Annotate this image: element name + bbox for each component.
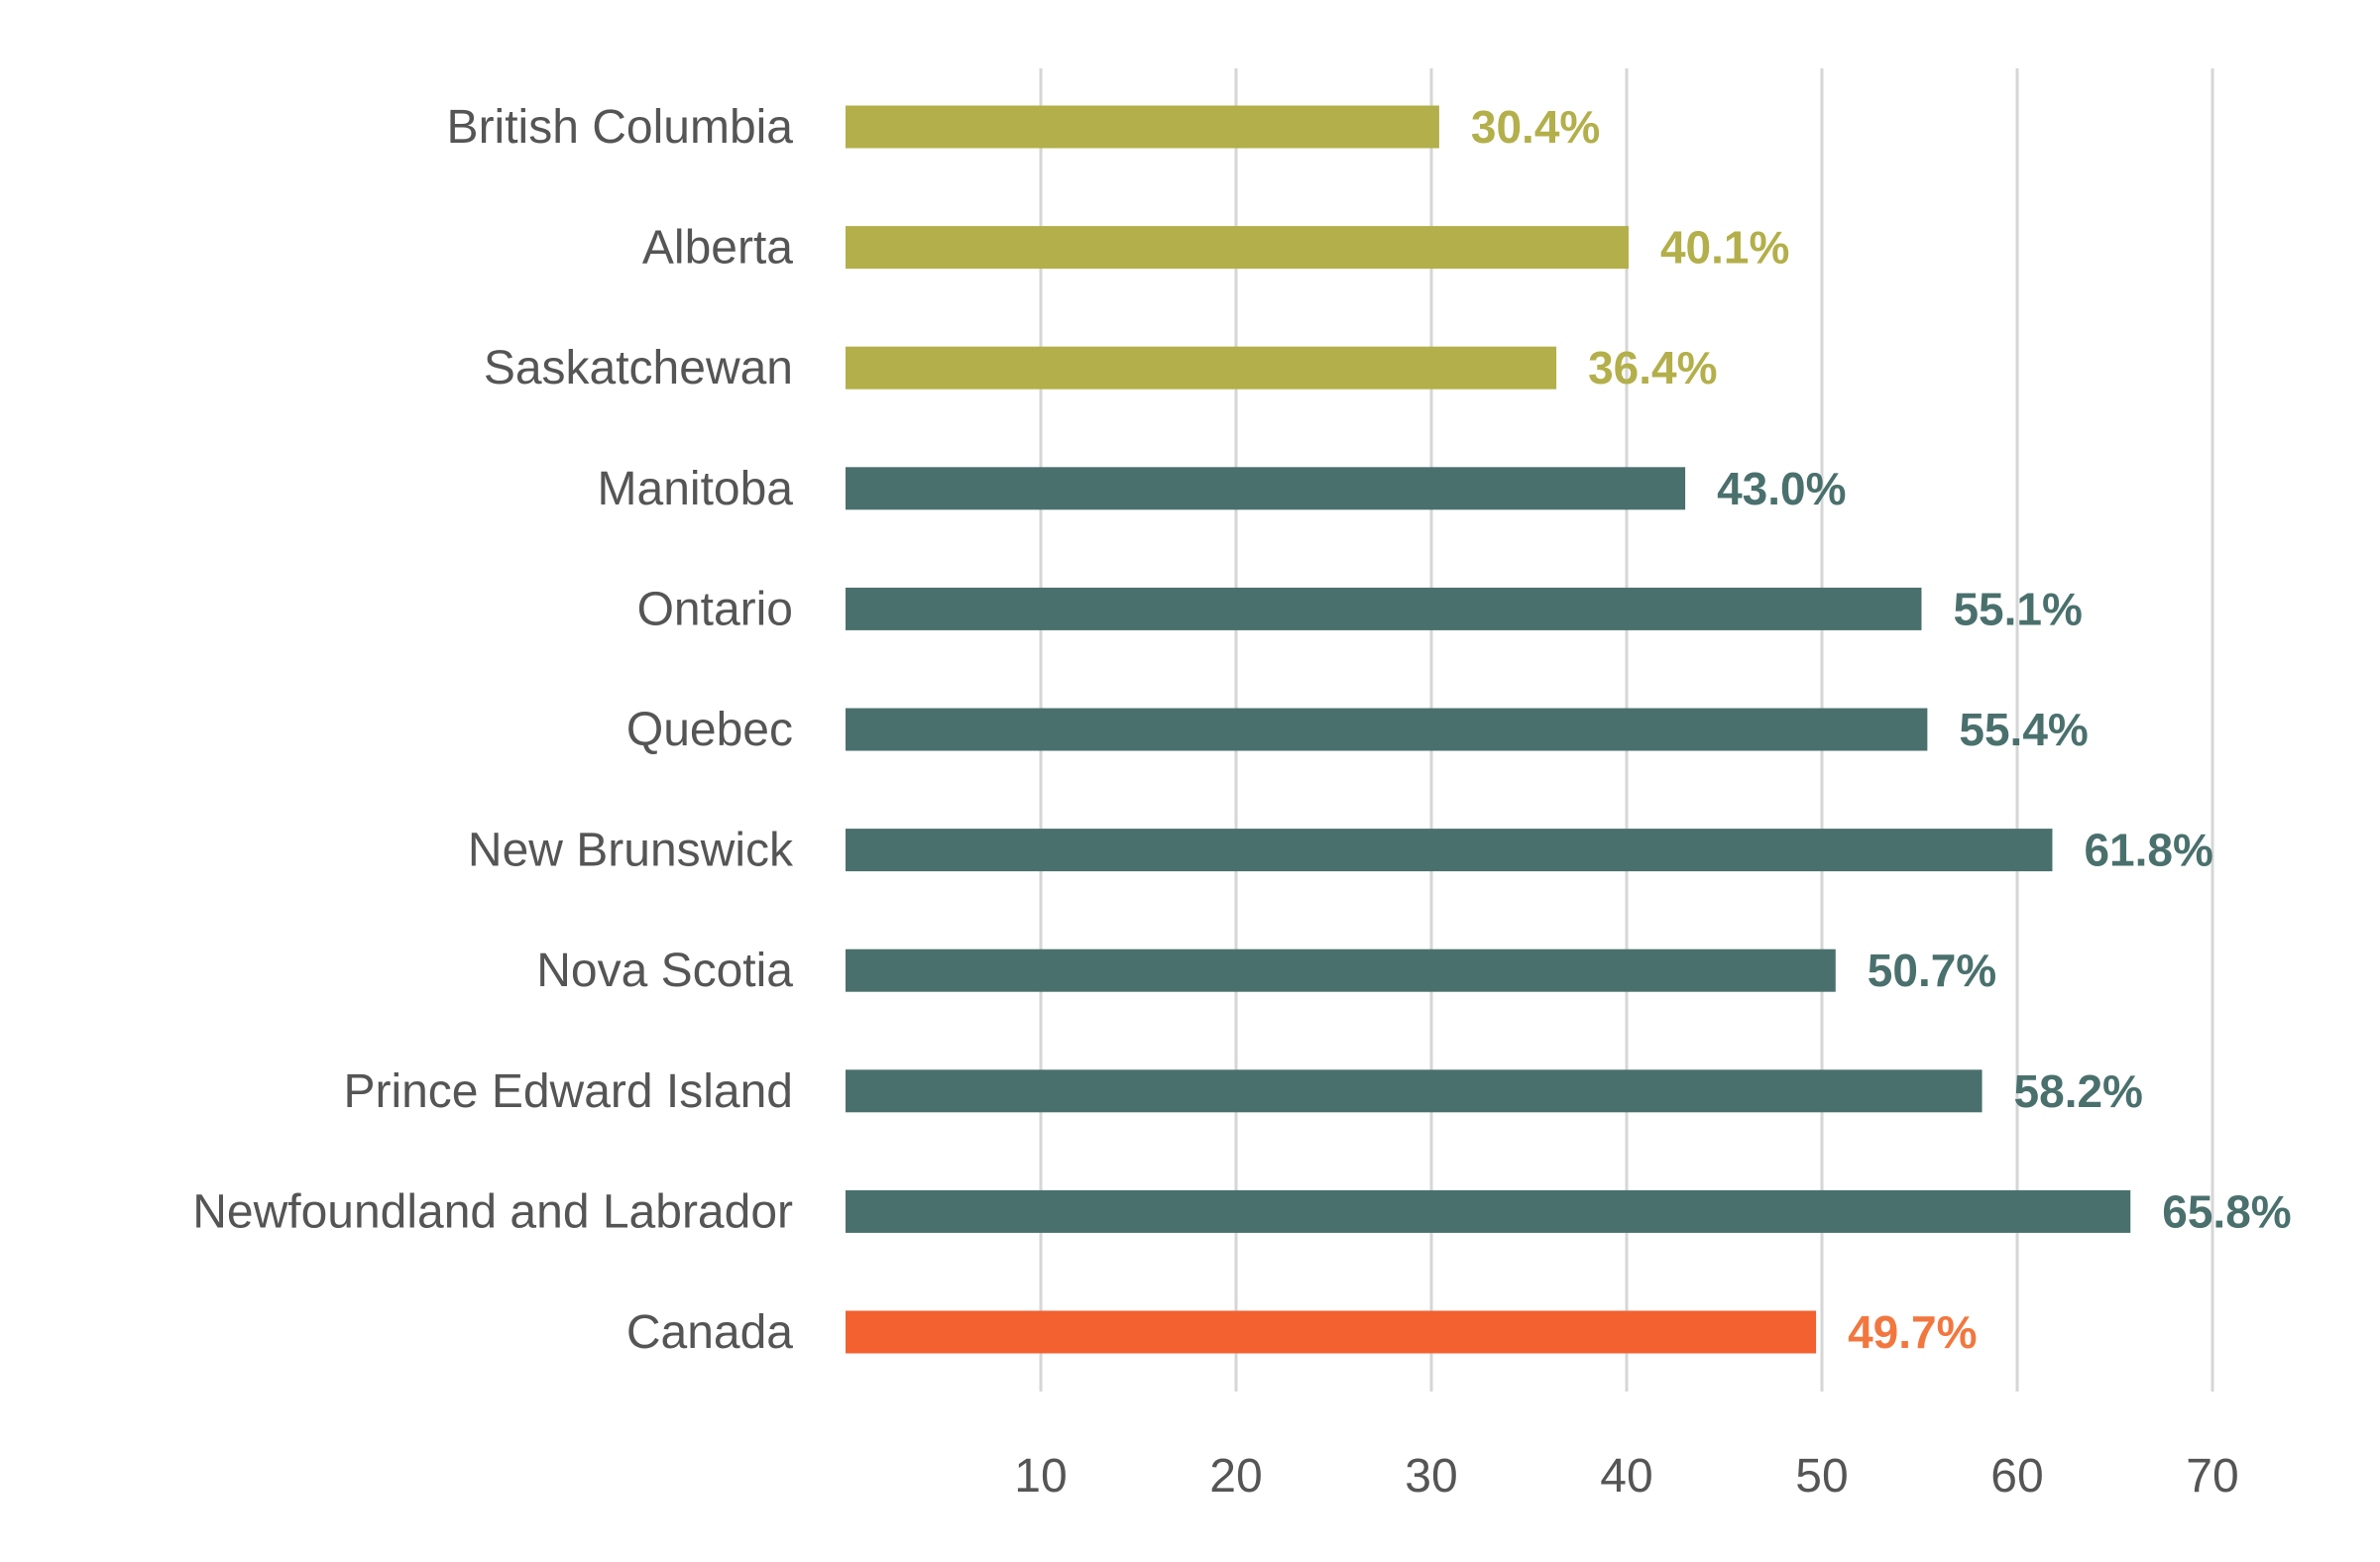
category-label: Canada	[626, 1306, 793, 1359]
value-labels: 30.4% 40.1% 36.4% 43.0% 55.1% 55.4% 61.8% 50.7%…	[1471, 101, 2292, 1358]
value-label: 36.4%	[1588, 342, 1717, 393]
category-label: Ontario	[637, 583, 793, 635]
category-label: British Columbia	[447, 101, 794, 154]
bar	[846, 346, 1557, 390]
category-label: Nova Scotia	[536, 945, 793, 997]
x-tick-label: 10	[1014, 1450, 1067, 1503]
x-tick-label: 60	[1990, 1450, 2043, 1503]
bar	[846, 1069, 1983, 1113]
value-label: 55.4%	[1959, 704, 2088, 755]
value-label: 43.0%	[1717, 463, 1846, 514]
bar	[846, 829, 2053, 872]
x-tick-label: 40	[1600, 1450, 1652, 1503]
category-label: Manitoba	[598, 463, 794, 515]
x-axis-ticks: 10 20 30 40 50 60 70	[1014, 1450, 2238, 1503]
x-tick-label: 50	[1795, 1450, 1848, 1503]
category-labels: British Columbia Alberta Saskatchewan Manit…	[192, 101, 794, 1359]
value-label: 49.7%	[1848, 1306, 1977, 1358]
bar	[846, 708, 1928, 751]
bar	[846, 1310, 1817, 1354]
category-label: Newfoundland and Labrador	[192, 1185, 793, 1238]
value-label: 30.4%	[1471, 101, 1600, 153]
value-label: 58.2%	[2014, 1065, 2143, 1117]
bars	[846, 105, 2131, 1354]
bar	[846, 1189, 2131, 1233]
bar	[846, 467, 1686, 510]
category-label: Alberta	[642, 222, 793, 275]
category-label: Quebec	[626, 704, 793, 756]
category-label: Saskatchewan	[484, 342, 793, 394]
bar	[846, 226, 1629, 270]
value-label: 40.1%	[1660, 222, 1789, 274]
bar	[846, 587, 1922, 630]
value-label: 55.1%	[1953, 583, 2082, 634]
x-tick-label: 70	[2186, 1450, 2238, 1503]
category-label: Prince Edward Island	[343, 1065, 793, 1118]
value-label: 61.8%	[2084, 825, 2212, 876]
bar	[846, 948, 1836, 992]
x-tick-label: 30	[1405, 1450, 1457, 1503]
category-label: New Brunswick	[468, 825, 794, 877]
value-label: 50.7%	[1868, 945, 1996, 996]
value-label: 65.8%	[2162, 1185, 2291, 1237]
x-tick-label: 20	[1209, 1450, 1262, 1503]
bar	[846, 105, 1439, 149]
